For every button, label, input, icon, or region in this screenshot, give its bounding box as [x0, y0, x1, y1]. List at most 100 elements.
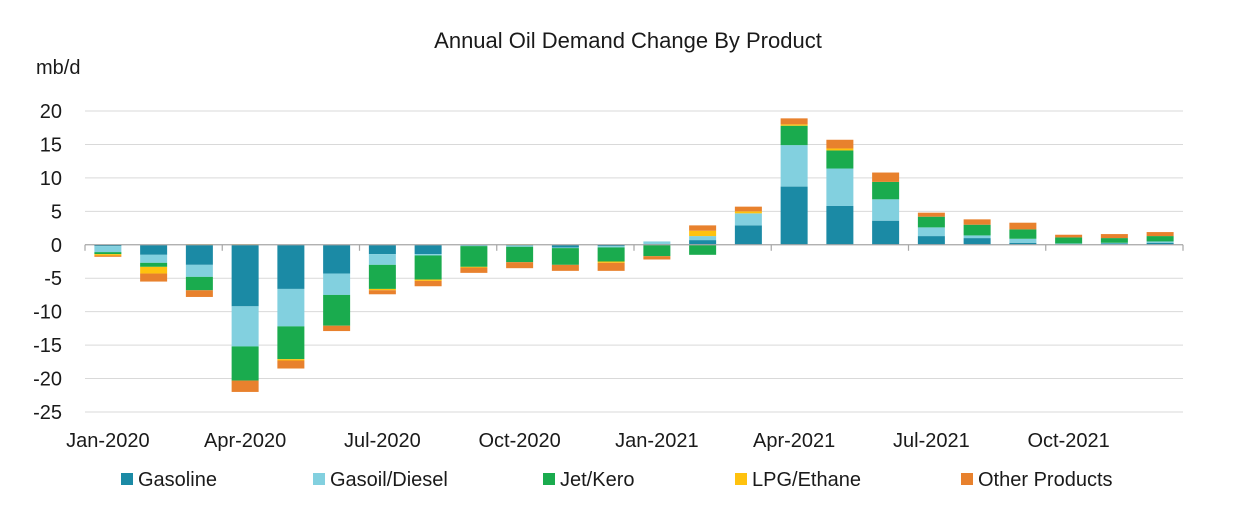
bar-segment	[826, 168, 854, 206]
y-axis-ticks: 20 15 10 5 0 -5 -10 -15 -20 -25	[33, 101, 62, 424]
bar-segment	[323, 325, 351, 332]
legend-label: LPG/Ethane	[752, 469, 861, 491]
legend-item: Other Products	[961, 469, 1113, 491]
x-tick-label: Jul-2021	[893, 430, 970, 452]
bar-segment	[551, 247, 579, 249]
bar-segment	[277, 359, 305, 361]
bar-segment	[231, 306, 259, 347]
x-tick-label: Jan-2021	[615, 430, 698, 452]
x-tick-label: Oct-2020	[478, 430, 560, 452]
bar-segment	[460, 266, 488, 268]
bar-segment	[368, 264, 396, 289]
bar-segment	[780, 124, 808, 126]
bar-segment	[597, 247, 625, 262]
y-axis-unit-label: mb/d	[36, 57, 80, 79]
bar-segment	[140, 244, 168, 255]
bar-segment	[460, 267, 488, 273]
bar-segment	[917, 227, 945, 237]
legend-swatch	[543, 473, 555, 485]
legend-label: Other Products	[978, 469, 1113, 491]
bar-segment	[1009, 238, 1037, 243]
bar-segment	[826, 148, 854, 151]
legend-item: Jet/Kero	[543, 469, 634, 491]
bar-segment	[368, 288, 396, 291]
bar-segment	[780, 186, 808, 245]
bar-segment	[368, 244, 396, 255]
bar-segment	[185, 276, 213, 291]
bar-segment	[689, 230, 717, 237]
bar-segment	[94, 255, 122, 257]
bar-segment	[826, 150, 854, 169]
bar-segment	[368, 290, 396, 295]
bar-segment	[1100, 238, 1128, 243]
y-tick-label: -15	[33, 335, 62, 357]
bar-segment	[506, 245, 534, 247]
y-tick-label: 5	[51, 201, 62, 223]
bar-segment	[872, 199, 900, 221]
bar-segment	[917, 212, 945, 217]
legend-swatch	[961, 473, 973, 485]
bar-segment	[140, 266, 168, 274]
y-tick-label: 10	[40, 168, 62, 190]
x-tick-label: Jul-2020	[344, 430, 421, 452]
bar-segment	[872, 220, 900, 245]
bars	[94, 118, 1174, 392]
bar-segment	[1146, 232, 1174, 237]
y-tick-label: 15	[40, 134, 62, 156]
bar-segment	[94, 254, 122, 256]
bar-segment	[185, 290, 213, 297]
legend-item: LPG/Ethane	[735, 469, 861, 491]
bar-segment	[551, 248, 579, 265]
bar-segment	[597, 244, 625, 247]
gridlines	[85, 110, 1183, 413]
bar-segment	[551, 264, 579, 271]
bar-segment	[277, 360, 305, 369]
legend-item: Gasoline	[121, 469, 217, 491]
bar-segment	[414, 279, 442, 281]
bar-segment	[734, 213, 762, 226]
bar-segment	[94, 244, 122, 247]
bar-segment	[1100, 234, 1128, 239]
bar-segment	[1009, 229, 1037, 239]
bar-segment	[963, 235, 991, 239]
bar-segment	[734, 206, 762, 212]
bar-segment	[872, 172, 900, 182]
bar-segment	[277, 288, 305, 327]
bar-segment	[506, 262, 534, 269]
bar-segment	[963, 238, 991, 245]
bar-segment	[1009, 242, 1037, 245]
bar-segment	[917, 236, 945, 245]
y-tick-label: -5	[44, 268, 62, 290]
bar-segment	[1009, 222, 1037, 230]
x-tick-label: Oct-2021	[1027, 430, 1109, 452]
bar-segment	[780, 125, 808, 146]
bar-segment	[826, 139, 854, 149]
bar-segment	[963, 219, 991, 225]
bar-segment	[734, 211, 762, 214]
bar-segment	[368, 254, 396, 265]
bar-segment	[414, 255, 442, 280]
bar-segment	[1146, 242, 1174, 245]
bar-segment	[231, 244, 259, 307]
bar-segment	[643, 256, 671, 260]
legend: Gasoline Gasoil/Diesel Jet/Kero LPG/Ethane O…	[121, 469, 1113, 491]
legend-swatch	[313, 473, 325, 485]
x-tick-label: Jan-2020	[66, 430, 149, 452]
bar-segment	[917, 216, 945, 228]
bar-segment	[597, 262, 625, 271]
x-tick-label: Apr-2020	[204, 430, 286, 452]
x-tick-label: Apr-2021	[753, 430, 835, 452]
legend-swatch	[735, 473, 747, 485]
bar-segment	[643, 244, 671, 257]
bar-segment	[780, 145, 808, 187]
bar-segment	[1100, 243, 1128, 245]
bar-segment	[140, 262, 168, 267]
bar-segment	[185, 264, 213, 277]
bar-segment	[1146, 241, 1174, 243]
bar-segment	[506, 246, 534, 263]
bar-segment	[277, 244, 305, 289]
y-tick-label: 20	[40, 101, 62, 123]
legend-swatch	[121, 473, 133, 485]
legend-label: Jet/Kero	[560, 469, 634, 491]
bar-segment	[231, 346, 259, 381]
